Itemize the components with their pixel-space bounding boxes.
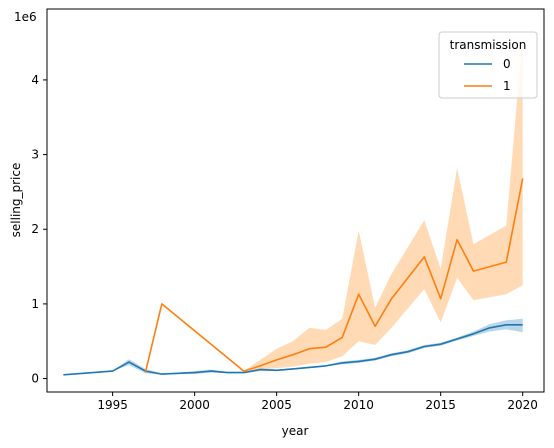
series-line-1 xyxy=(144,178,524,373)
x-axis-ticks: 1995 2000 2005 2010 2015 2020 xyxy=(97,392,538,412)
plot-frame xyxy=(46,8,545,393)
legend-title: transmission xyxy=(450,38,527,52)
y-tick-label: 1 xyxy=(31,297,39,311)
series-line-0 xyxy=(63,323,523,376)
legend-box xyxy=(438,31,538,99)
x-tick-label: 2015 xyxy=(425,398,456,412)
x-tick-label: 2005 xyxy=(261,398,292,412)
legend: transmission 0 1 xyxy=(438,31,538,99)
legend-label-0: 0 xyxy=(503,57,511,71)
y-scale-multiplier: 1e6 xyxy=(14,10,37,24)
legend-label-1: 1 xyxy=(503,79,511,93)
confidence-band-1 xyxy=(145,35,523,373)
series-lines xyxy=(63,178,524,376)
x-tick-label: 2020 xyxy=(507,398,538,412)
confidence-band-0 xyxy=(63,318,523,375)
y-tick-label: 4 xyxy=(31,73,39,87)
x-tick-label: 2000 xyxy=(179,398,210,412)
confidence-bands xyxy=(63,35,523,375)
y-tick-label: 2 xyxy=(31,222,39,236)
x-tick-label: 1995 xyxy=(97,398,128,412)
y-axis-label: selling_price xyxy=(9,163,23,238)
y-tick-label: 0 xyxy=(31,372,39,386)
x-axis-label: year xyxy=(282,424,309,438)
y-tick-label: 3 xyxy=(31,148,39,162)
x-tick-label: 2010 xyxy=(343,398,374,412)
y-axis-ticks: 0 1 2 3 4 xyxy=(31,73,47,386)
